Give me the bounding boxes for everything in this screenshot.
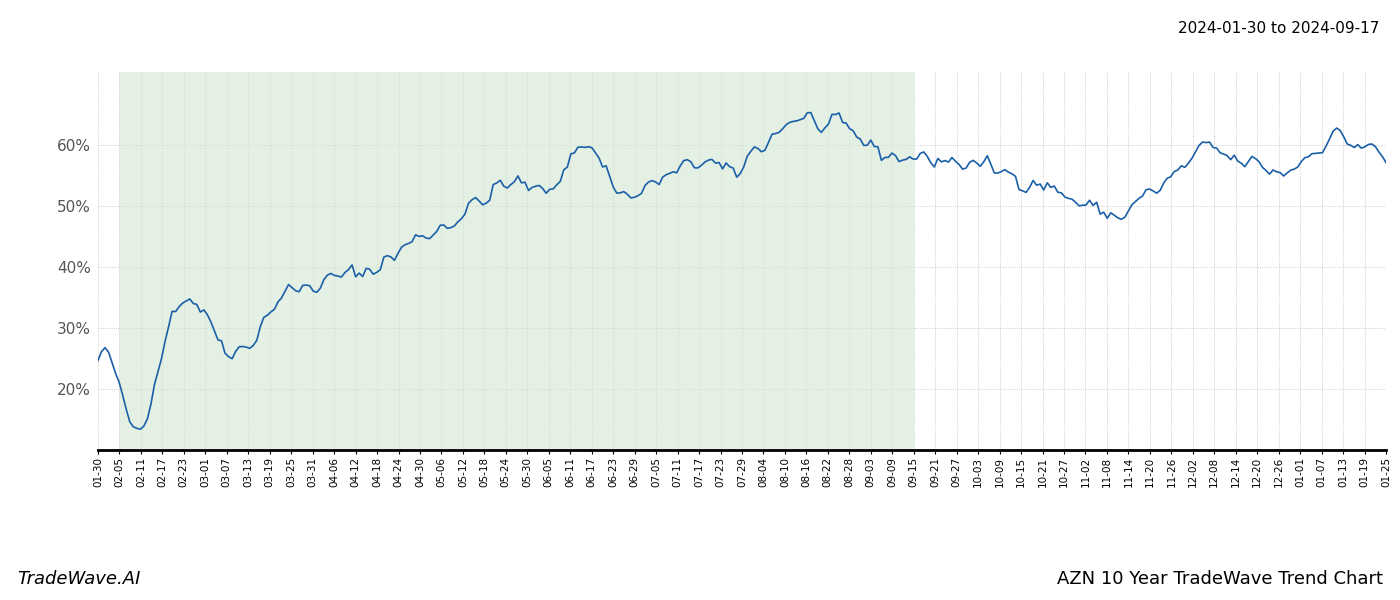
Bar [119,72,914,450]
Text: 2024-01-30 to 2024-09-17: 2024-01-30 to 2024-09-17 [1177,21,1379,36]
Text: TradeWave.AI: TradeWave.AI [17,570,140,588]
Text: AZN 10 Year TradeWave Trend Chart: AZN 10 Year TradeWave Trend Chart [1057,570,1383,588]
